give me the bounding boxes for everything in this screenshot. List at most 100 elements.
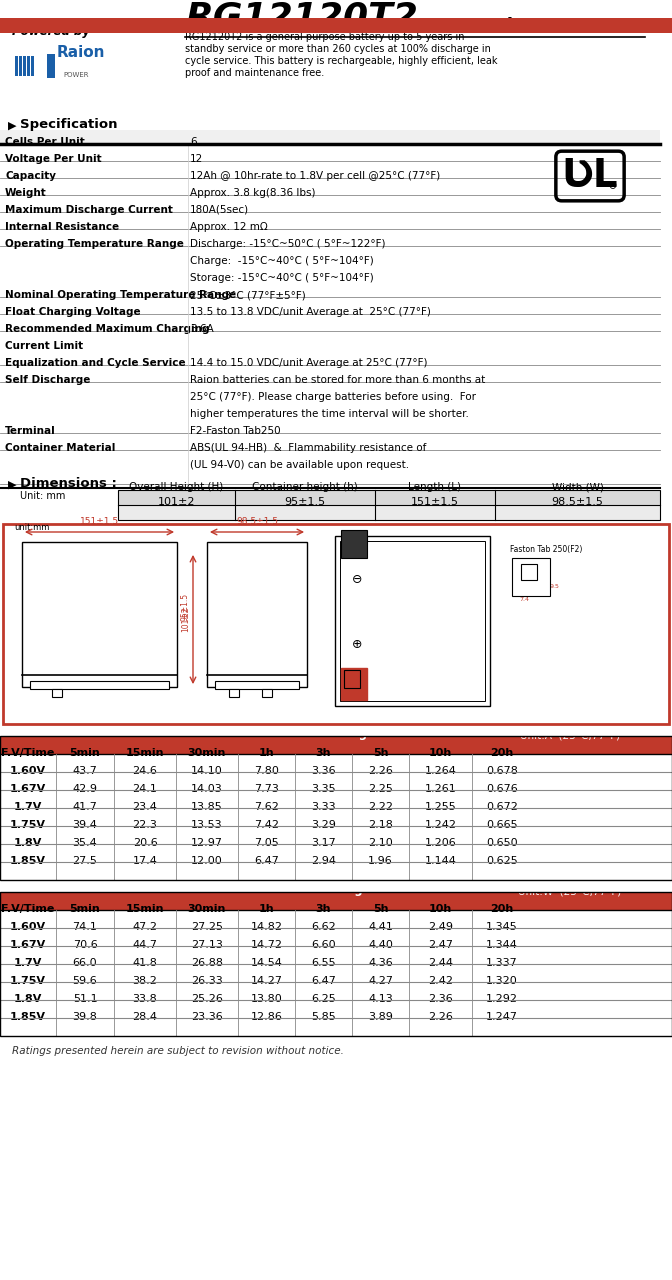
Text: 15min: 15min <box>126 748 164 758</box>
Text: 9.5: 9.5 <box>550 584 560 589</box>
Bar <box>0 131 660 143</box>
Text: 1.242: 1.242 <box>425 820 456 829</box>
Text: unit:mm: unit:mm <box>14 524 49 532</box>
Text: 101±2: 101±2 <box>158 497 196 507</box>
Text: 4.40: 4.40 <box>368 940 393 950</box>
Text: 3.17: 3.17 <box>311 838 336 847</box>
Text: 2.36: 2.36 <box>428 995 453 1004</box>
Text: Raion batteries can be stored for more than 6 months at: Raion batteries can be stored for more t… <box>190 375 485 385</box>
Text: Container height (h): Container height (h) <box>252 483 358 492</box>
Bar <box>341 668 367 700</box>
Text: 26.33: 26.33 <box>191 975 223 986</box>
Text: RG12120T2: RG12120T2 <box>185 1 418 35</box>
Text: Capacity: Capacity <box>5 172 56 180</box>
Bar <box>207 541 307 687</box>
Bar <box>0 433 672 451</box>
Text: 14.4 to 15.0 VDC/unit Average at 25°C (77°F): 14.4 to 15.0 VDC/unit Average at 25°C (7… <box>190 358 427 369</box>
Text: 2.22: 2.22 <box>368 803 393 812</box>
Text: 14.72: 14.72 <box>251 940 282 950</box>
Text: 1.96: 1.96 <box>368 856 393 867</box>
Text: 1.206: 1.206 <box>425 838 456 847</box>
Text: ⊖: ⊖ <box>351 573 362 586</box>
Text: 13.53: 13.53 <box>192 820 223 829</box>
Text: Unit:W  (25°C,77°F): Unit:W (25°C,77°F) <box>518 886 622 896</box>
Text: Storage: -15°C~40°C ( 5°F~104°F): Storage: -15°C~40°C ( 5°F~104°F) <box>190 273 374 283</box>
Bar <box>0 754 672 772</box>
Text: 51.1: 51.1 <box>73 995 97 1004</box>
Text: 66.0: 66.0 <box>73 957 97 968</box>
Text: 1.67V: 1.67V <box>10 940 46 950</box>
Text: (UL 94-V0) can be available upon request.: (UL 94-V0) can be available upon request… <box>190 460 409 470</box>
Text: Constant Current Discharge Characteristics: Constant Current Discharge Characteristi… <box>190 727 480 740</box>
Text: 38.2: 38.2 <box>132 975 157 986</box>
Text: Recommended Maximum Charging: Recommended Maximum Charging <box>5 324 210 334</box>
Text: 5h: 5h <box>373 748 388 758</box>
Text: 4.41: 4.41 <box>368 922 393 932</box>
Text: 24.6: 24.6 <box>132 765 157 776</box>
Bar <box>521 564 537 580</box>
Text: ▶: ▶ <box>8 480 17 490</box>
Text: 14.54: 14.54 <box>251 957 282 968</box>
Text: standby service or more than 260 cycles at 100% discharge in: standby service or more than 260 cycles … <box>185 44 491 54</box>
Text: 30min: 30min <box>187 904 226 914</box>
Text: 13.5 to 13.8 VDC/unit Average at  25°C (77°F): 13.5 to 13.8 VDC/unit Average at 25°C (7… <box>190 307 431 317</box>
Text: 3h: 3h <box>316 904 331 914</box>
Bar <box>19 56 22 76</box>
Bar <box>0 982 672 1000</box>
Bar <box>0 365 672 381</box>
Text: Internal Resistance: Internal Resistance <box>5 221 119 232</box>
Text: Approx. 3.8 kg(8.36 lbs): Approx. 3.8 kg(8.36 lbs) <box>190 188 315 198</box>
Text: 14.03: 14.03 <box>191 783 223 794</box>
Text: 1.8V: 1.8V <box>14 838 42 847</box>
Text: Charge:  -15°C~40°C ( 5°F~104°F): Charge: -15°C~40°C ( 5°F~104°F) <box>190 256 374 266</box>
Bar <box>0 1018 672 1036</box>
Bar <box>0 736 672 754</box>
Bar <box>118 490 660 506</box>
Text: ABS(UL 94-HB)  &  Flammability resistance of: ABS(UL 94-HB) & Flammability resistance … <box>190 443 426 453</box>
Text: 1.85V: 1.85V <box>10 1012 46 1021</box>
Text: 27.5: 27.5 <box>73 856 97 867</box>
Text: 28.4: 28.4 <box>132 1012 157 1021</box>
Text: 1h: 1h <box>259 904 274 914</box>
Text: 151±1.5: 151±1.5 <box>411 497 459 507</box>
Text: 1.255: 1.255 <box>425 803 456 812</box>
Text: Unit:A  (25°C,77°F): Unit:A (25°C,77°F) <box>520 730 620 740</box>
Bar <box>0 1000 672 1018</box>
Text: 3.29: 3.29 <box>311 820 336 829</box>
Text: Cells Per Unit: Cells Per Unit <box>5 137 85 147</box>
Text: Weight: Weight <box>5 188 47 198</box>
Text: 15min: 15min <box>126 904 164 914</box>
Text: 25°C (77°F). Please charge batteries before using.  For: 25°C (77°F). Please charge batteries bef… <box>190 392 476 402</box>
Text: 5min: 5min <box>70 748 100 758</box>
Text: Constant Power Discharge Characteristics: Constant Power Discharge Characteristics <box>195 883 475 896</box>
Bar <box>3 524 669 724</box>
Text: 10h: 10h <box>429 904 452 914</box>
Text: 151±1.5: 151±1.5 <box>80 517 119 526</box>
Text: 7.42: 7.42 <box>254 820 279 829</box>
Bar <box>0 790 672 808</box>
Text: 2.44: 2.44 <box>428 957 453 968</box>
Text: 98.5±1.5: 98.5±1.5 <box>552 497 603 507</box>
Text: 12.97: 12.97 <box>191 838 223 847</box>
Bar <box>0 297 672 314</box>
Text: ®: ® <box>608 180 618 191</box>
Text: 1.292: 1.292 <box>486 995 518 1004</box>
Text: Length (L): Length (L) <box>409 483 462 492</box>
Text: 1.247: 1.247 <box>486 1012 518 1021</box>
Text: Unit: mm: Unit: mm <box>20 492 65 500</box>
Text: 30min: 30min <box>187 748 226 758</box>
Text: ƲL: ƲL <box>562 157 618 195</box>
Bar <box>37 54 47 78</box>
Text: ⊕: ⊕ <box>351 637 362 652</box>
Text: 1.8V: 1.8V <box>14 995 42 1004</box>
Text: 41.8: 41.8 <box>132 957 157 968</box>
Bar <box>0 826 672 844</box>
Text: 20h: 20h <box>491 904 513 914</box>
Bar <box>0 808 672 826</box>
Bar <box>0 161 672 178</box>
Text: Ratings presented herein are subject to revision without notice.: Ratings presented herein are subject to … <box>12 1046 344 1056</box>
Text: 12.86: 12.86 <box>251 1012 282 1021</box>
Text: POWER: POWER <box>63 72 89 78</box>
Text: 1.75V: 1.75V <box>10 820 46 829</box>
Text: 5h: 5h <box>373 904 388 914</box>
